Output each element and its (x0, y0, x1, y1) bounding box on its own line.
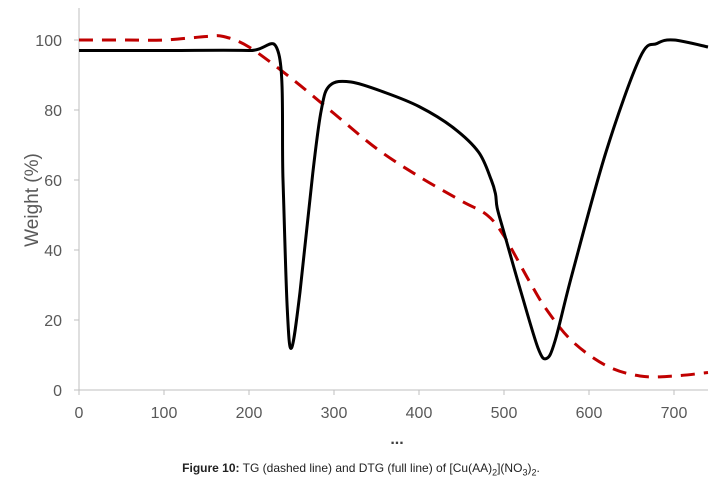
caption-text: TG (dashed line) and DTG (full line) of … (239, 461, 493, 475)
x-tick-label: 700 (661, 405, 688, 422)
y-axis-label: Weight (%) (22, 153, 43, 247)
x-tick-label: 0 (75, 405, 84, 422)
figure-caption: Figure 10: TG (dashed line) and DTG (ful… (0, 461, 722, 477)
x-axis-ticks: 0 100 200 300 400 500 600 700 (75, 390, 688, 422)
axes (78, 8, 708, 391)
tg-dashed-line (78, 34, 709, 379)
y-tick-label: 20 (44, 313, 62, 330)
x-tick-label: 500 (491, 405, 518, 422)
y-tick-label: 40 (44, 243, 62, 260)
caption-text: ](NO (497, 461, 523, 475)
caption-lead: Figure 10: (182, 461, 240, 475)
caption-sub: 2 (492, 467, 498, 478)
caption-text: . (536, 461, 540, 475)
x-tick-label: 600 (576, 405, 603, 422)
y-tick-label: 80 (44, 103, 62, 120)
caption-sub: 2 (531, 467, 537, 478)
caption-text: ) (527, 461, 532, 475)
dtg-full-line (78, 38, 709, 361)
y-axis-ticks: 0 20 40 60 80 100 (35, 33, 79, 400)
x-tick-label: 200 (236, 405, 263, 422)
x-tick-label: 300 (321, 405, 348, 422)
caption-sub: 3 (522, 467, 528, 478)
x-tick-label: 100 (151, 405, 178, 422)
series-lines (78, 34, 709, 379)
chart: 0 20 40 60 80 100 0 100 200 300 400 500 600 700 Weig… (22, 8, 709, 448)
y-tick-label: 0 (53, 383, 62, 400)
x-tick-label: 400 (406, 405, 433, 422)
x-axis-label: ... (390, 431, 403, 448)
y-tick-label: 60 (44, 173, 62, 190)
y-tick-label: 100 (35, 33, 62, 50)
